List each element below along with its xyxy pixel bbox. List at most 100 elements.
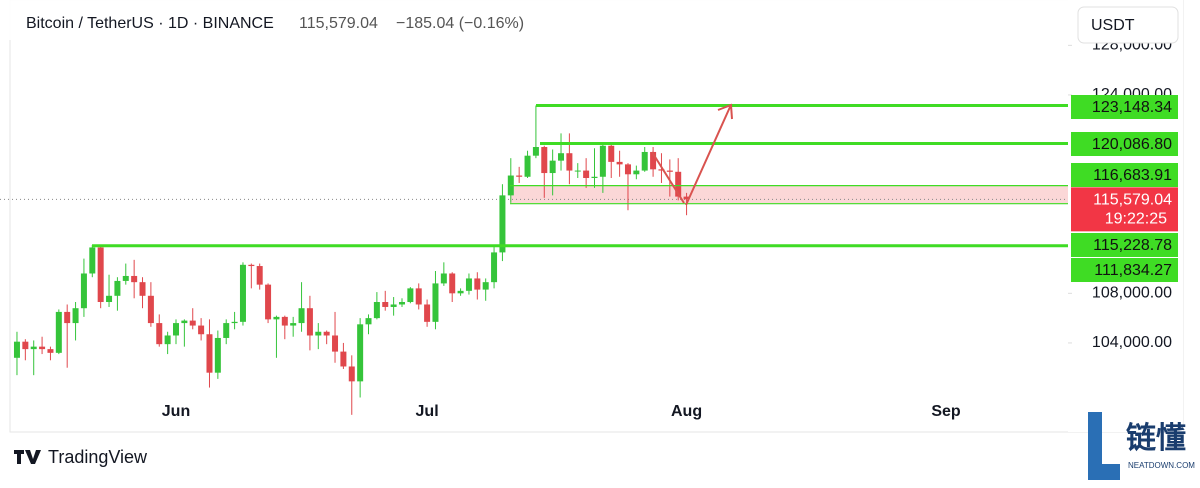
candle-body [55,311,62,353]
candle-body [474,278,481,290]
current-price-label: 115,579.04 [1093,192,1172,209]
candle-body [156,323,163,345]
current-price-bg [1071,187,1178,232]
currency-label[interactable]: USDT [1091,17,1135,34]
candle-body [306,308,313,336]
currency-button[interactable] [1077,6,1179,44]
last-price: 115,579.04 [299,15,378,32]
level-label: 116,683.91 [1093,167,1172,184]
candle-body [415,288,422,305]
chart-title: Bitcoin / TetherUS · 1D · BINANCE [26,15,274,32]
candle-body [549,160,556,174]
candle-body [256,266,263,285]
candle-body [465,278,472,291]
level-label-bg [1071,233,1178,257]
level-label-bg [1071,258,1178,282]
price-scale-labels: 104,000.00108,000.00124,000.00128,000.00… [1068,37,1178,351]
brand: TradingView [48,447,148,467]
level-label: 120,086.80 [1092,136,1172,153]
candle-body [298,308,305,324]
candle-body [64,311,71,324]
candle-body [47,349,54,353]
level-label: 115,228.78 [1093,237,1172,254]
candle-body [147,295,154,324]
x-tick-label: Sep [931,403,961,420]
candle-body [633,170,640,175]
candle-body [80,273,87,309]
candle-body [558,153,565,161]
candle-body [323,331,330,336]
level-label: 123,148.34 [1092,99,1172,116]
candle-body [181,320,188,324]
watermark-text: 链懂 [1126,421,1186,455]
chart-frame [9,0,1184,433]
candle-body [131,275,138,283]
candle-body [273,316,280,320]
candle-body [407,288,414,303]
candle-body [365,318,372,325]
x-tick-label: Jul [416,403,439,420]
candle-body [650,151,657,170]
candle-body [189,320,196,326]
candle-body [198,325,205,335]
candle-body [106,295,113,303]
candle-body [624,164,631,175]
candle-body [122,275,129,281]
level-label: 111,834.27 [1094,262,1172,279]
candle-body [265,284,272,320]
x-tick-label: Jun [162,403,190,420]
candle-body [524,155,531,177]
watermark-sub: NEATDOWN.COM [1128,461,1195,470]
candle-body [22,341,29,350]
candle-body [239,264,246,322]
candle-body [281,316,288,326]
logo-mark [14,450,41,464]
candle-body [214,337,221,373]
candle-body [482,282,489,290]
candle-body [566,153,573,171]
zone [510,185,1068,204]
drawn-arrow [685,103,733,206]
candle-body [72,308,79,324]
candle-body [373,302,380,319]
candle-body [357,324,364,382]
candle-body [39,346,46,350]
candle-body [440,273,447,284]
candle-body [332,335,339,352]
candle-body [139,282,146,296]
candle-body [164,335,171,345]
candle-body [499,195,506,253]
y-tick-label: 104,000.00 [1092,334,1172,351]
candle-body [516,175,523,177]
candle-body [340,351,347,367]
candle-body [616,161,623,165]
drawn-line [651,151,685,204]
level-label-bg [1071,132,1178,156]
candle-body [382,302,389,307]
candle-body [248,264,255,267]
candle-body [97,247,104,303]
level-label-bg [1071,95,1178,119]
candle-body [89,247,96,274]
candle-body [641,151,648,171]
candle-body [449,273,456,294]
candle-body [608,145,615,162]
candle-body [398,302,405,305]
candle-body [173,323,179,336]
candle-body [432,283,439,322]
candle-body [658,169,665,171]
countdown: 19:22:25 [1105,211,1167,228]
candle-body [532,147,539,156]
watermark: 链懂 NEATDOWN.COM [1088,412,1195,480]
candle-body [13,341,20,358]
candle-body [390,304,397,307]
candle-body [348,366,355,382]
candle-body [583,170,590,179]
candle-body [599,145,606,177]
watermark-mark [1088,412,1120,480]
candle-body [30,346,37,350]
candle-body [683,196,690,200]
candle-body [457,290,464,294]
